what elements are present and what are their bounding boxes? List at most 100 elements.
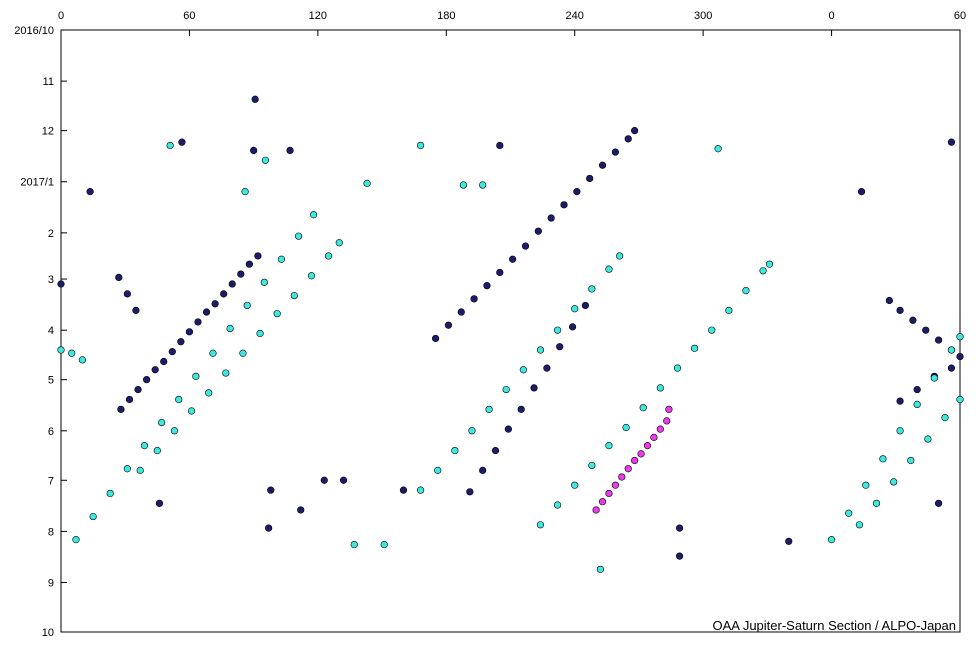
data-point	[502, 385, 510, 394]
data-point	[166, 141, 174, 150]
data-point	[140, 442, 149, 450]
data-point	[187, 407, 196, 415]
data-point	[827, 536, 836, 544]
data-point	[519, 366, 527, 374]
data-point	[785, 537, 793, 545]
data-point	[115, 273, 123, 281]
data-point	[451, 446, 459, 455]
data-point	[879, 455, 887, 463]
data-point	[106, 489, 114, 498]
data-point	[290, 291, 298, 300]
data-point	[759, 267, 767, 275]
plot-frame	[60, 29, 961, 633]
data-point	[605, 442, 613, 450]
data-point	[553, 501, 562, 509]
y-tick-label: 2017/1	[20, 177, 54, 189]
data-point	[896, 306, 904, 314]
data-point	[286, 146, 294, 154]
data-point	[637, 450, 645, 458]
data-point	[714, 145, 722, 153]
data-point	[151, 366, 159, 374]
data-point	[250, 146, 258, 154]
data-point	[117, 405, 125, 413]
data-point	[468, 427, 476, 435]
data-point	[170, 427, 179, 435]
data-point	[324, 252, 333, 260]
data-point	[896, 427, 904, 435]
data-point	[177, 338, 185, 346]
data-point	[534, 227, 542, 235]
data-point	[934, 336, 943, 344]
data-point	[725, 306, 733, 314]
data-point	[509, 255, 517, 263]
data-point	[470, 295, 478, 303]
y-tick-label: 6	[48, 426, 54, 438]
data-point	[307, 272, 316, 280]
data-point	[132, 306, 140, 314]
data-point	[239, 349, 247, 357]
y-tick-label: 9	[48, 578, 54, 590]
data-point	[350, 540, 358, 549]
data-point	[675, 524, 684, 532]
data-point	[153, 446, 161, 455]
data-point	[665, 405, 673, 413]
data-point	[885, 296, 893, 305]
data-point	[479, 466, 487, 474]
data-point	[605, 489, 613, 498]
data-point	[125, 395, 134, 404]
data-point	[956, 395, 964, 404]
data-point	[913, 400, 921, 408]
data-point	[417, 486, 425, 494]
data-point	[483, 282, 491, 290]
data-point	[573, 188, 581, 196]
data-point	[568, 323, 577, 331]
data-point	[185, 328, 194, 336]
data-point	[134, 385, 142, 394]
data-point	[273, 310, 281, 318]
y-tick-label: 12	[42, 126, 54, 138]
data-point	[588, 461, 596, 470]
data-point	[205, 389, 213, 397]
data-point	[155, 499, 164, 507]
data-point	[571, 481, 579, 489]
data-point	[907, 456, 915, 465]
data-point	[194, 318, 202, 326]
data-point	[530, 384, 538, 392]
data-point	[399, 486, 408, 494]
data-point	[862, 481, 870, 489]
x-tick-label: 300	[694, 10, 712, 22]
data-point	[265, 524, 273, 532]
data-point	[845, 509, 853, 517]
data-point	[765, 260, 774, 268]
y-tick-label: 3	[48, 274, 54, 286]
data-point	[335, 239, 343, 247]
data-point	[896, 397, 904, 405]
data-point	[261, 156, 270, 164]
data-point	[160, 357, 168, 366]
data-point	[947, 138, 956, 146]
data-point	[496, 268, 504, 277]
data-point	[158, 418, 166, 427]
data-point	[485, 405, 493, 413]
data-point	[457, 308, 465, 316]
data-point	[479, 181, 487, 189]
data-point	[491, 446, 500, 455]
data-point	[226, 324, 234, 333]
annotation: OAA Jupiter-Saturn Section / ALPO-Japan	[712, 618, 956, 633]
data-point	[947, 346, 956, 354]
data-point	[598, 498, 607, 506]
data-point	[536, 521, 545, 529]
y-tick-label: 11	[43, 76, 54, 88]
data-point	[611, 148, 619, 156]
data-point	[434, 466, 442, 474]
data-point	[211, 300, 219, 308]
data-point	[380, 540, 388, 549]
data-point	[297, 506, 305, 514]
data-point	[675, 552, 684, 560]
data-point	[553, 326, 562, 334]
y-tick-label: 2016/10	[14, 25, 54, 37]
data-point	[175, 395, 183, 404]
data-point	[941, 413, 949, 422]
y-tick-label: 7	[48, 475, 54, 487]
